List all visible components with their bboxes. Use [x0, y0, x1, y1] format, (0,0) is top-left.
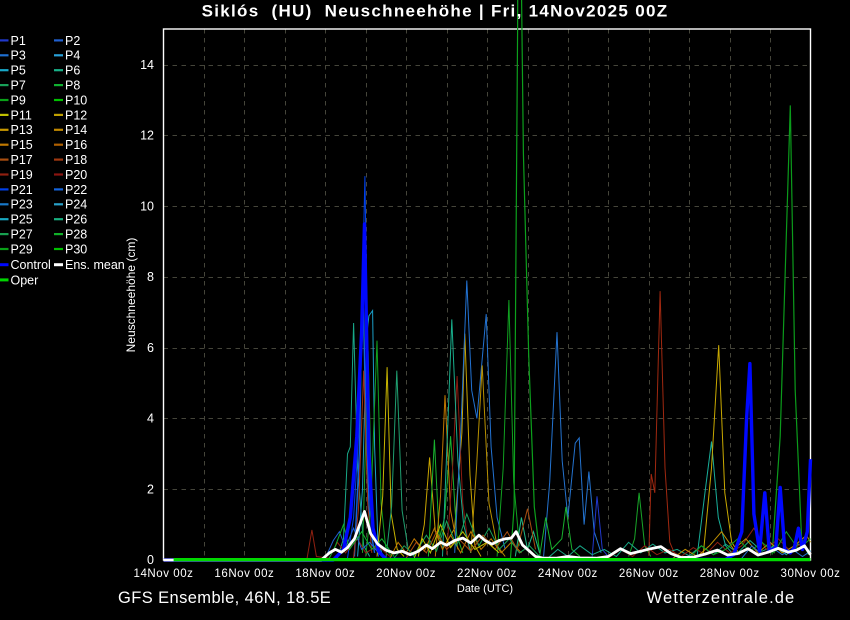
svg-text:0: 0: [147, 553, 154, 567]
svg-text:6: 6: [147, 341, 154, 355]
svg-text:P5: P5: [11, 64, 26, 78]
svg-text:28Nov 00z: 28Nov 00z: [700, 568, 760, 580]
svg-text:P18: P18: [65, 153, 87, 167]
svg-text:22Nov 00z: 22Nov 00z: [457, 568, 517, 580]
svg-text:20Nov 00z: 20Nov 00z: [376, 568, 436, 580]
svg-text:P1: P1: [11, 34, 26, 48]
svg-text:18Nov 00z: 18Nov 00z: [295, 568, 355, 580]
svg-text:P20: P20: [65, 168, 87, 182]
svg-text:Wetterzentrale.de: Wetterzentrale.de: [647, 589, 796, 607]
svg-text:16Nov 00z: 16Nov 00z: [214, 568, 274, 580]
svg-text:P27: P27: [11, 228, 33, 242]
svg-text:P19: P19: [11, 168, 33, 182]
svg-text:P16: P16: [65, 138, 87, 152]
svg-text:2: 2: [147, 482, 154, 496]
svg-text:P22: P22: [65, 183, 87, 197]
svg-text:P9: P9: [11, 93, 26, 107]
svg-text:P13: P13: [11, 123, 33, 137]
svg-text:26Nov 00z: 26Nov 00z: [619, 568, 679, 580]
svg-text:10: 10: [140, 199, 154, 213]
svg-text:14: 14: [140, 58, 154, 72]
svg-text:8: 8: [147, 270, 154, 284]
svg-text:P28: P28: [65, 228, 87, 242]
svg-text:4: 4: [147, 412, 154, 426]
svg-text:24Nov 00z: 24Nov 00z: [538, 568, 598, 580]
svg-text:P10: P10: [65, 93, 87, 107]
svg-text:P7: P7: [11, 79, 26, 93]
svg-text:Siklós (HU) Neuschneehöhe |: Siklós (HU) Neuschneehöhe | Fri, 14Nov20…: [202, 2, 669, 21]
svg-text:Oper: Oper: [11, 273, 39, 287]
svg-text:P29: P29: [11, 242, 33, 256]
svg-text:P6: P6: [65, 64, 80, 78]
svg-text:Neuschneehöhe (cm): Neuschneehöhe (cm): [124, 238, 138, 353]
svg-text:P24: P24: [65, 198, 87, 212]
svg-text:P11: P11: [11, 108, 32, 122]
svg-text:P12: P12: [65, 108, 87, 122]
svg-text:P3: P3: [11, 49, 26, 63]
svg-text:14Nov 00z: 14Nov 00z: [134, 568, 194, 580]
svg-text:Ens. mean: Ens. mean: [65, 258, 125, 272]
svg-text:P30: P30: [65, 242, 87, 256]
svg-text:30Nov 00z: 30Nov 00z: [781, 568, 841, 580]
svg-text:P25: P25: [11, 213, 33, 227]
svg-text:P14: P14: [65, 123, 87, 137]
svg-text:Control: Control: [11, 258, 51, 272]
svg-text:P15: P15: [11, 138, 33, 152]
svg-text:P17: P17: [11, 153, 33, 167]
svg-text:Date (UTC): Date (UTC): [457, 583, 513, 595]
svg-text:12: 12: [140, 129, 154, 143]
svg-text:P4: P4: [65, 49, 80, 63]
svg-text:P21: P21: [11, 183, 33, 197]
svg-text:P23: P23: [11, 198, 33, 212]
svg-text:GFS Ensemble, 46N, 18.5E: GFS Ensemble, 46N, 18.5E: [118, 589, 331, 607]
svg-text:P8: P8: [65, 79, 80, 93]
svg-text:P26: P26: [65, 213, 87, 227]
svg-text:P2: P2: [65, 34, 80, 48]
